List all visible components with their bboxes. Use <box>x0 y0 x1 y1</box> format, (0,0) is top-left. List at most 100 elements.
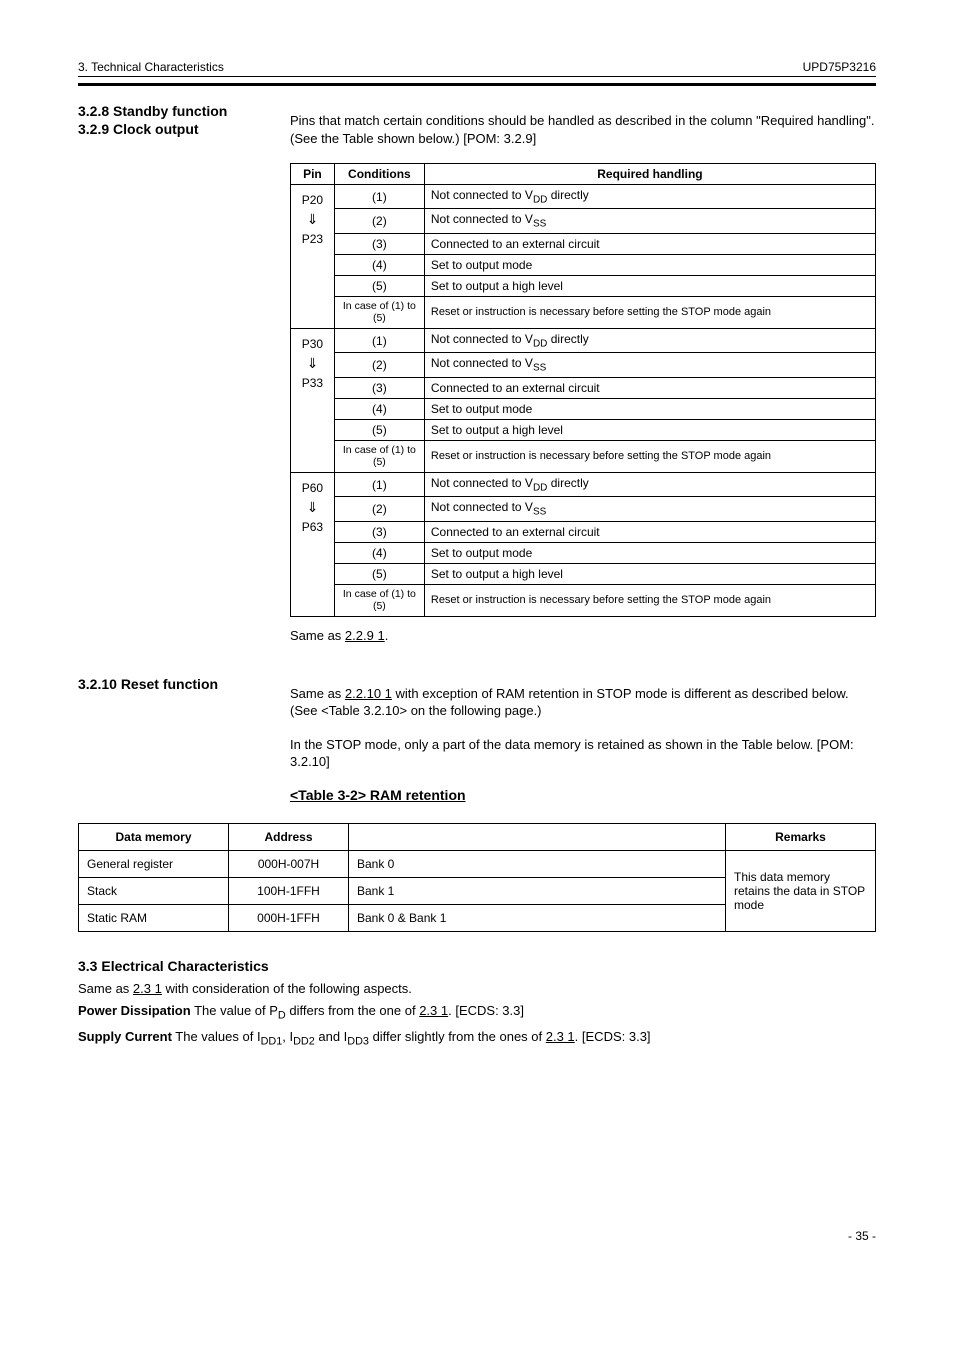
t2-h3: Remarks <box>726 823 876 850</box>
req-cell: Connected to an external circuit <box>424 377 875 398</box>
cond-cell: (3) <box>334 233 424 254</box>
t2-h0: Data memory <box>79 823 229 850</box>
req-cell: Set to output mode <box>424 398 875 419</box>
side-title-standby: 3.2.8 Standby function <box>78 102 268 120</box>
req-cell: Not connected to VDD directly <box>424 329 875 353</box>
cond-cell: (1) <box>334 185 424 209</box>
reset-para-2: In the STOP mode, only a part of the dat… <box>290 736 876 771</box>
clock-ref: 2.2.9 1 <box>345 628 385 643</box>
page-number: - 35 - <box>78 1229 876 1243</box>
cond-cell: In case of (1) to (5) <box>334 296 424 328</box>
req-cell: Not connected to VSS <box>424 209 875 233</box>
table-row: General register 000H-007H Bank 0 This d… <box>79 850 876 877</box>
cond-cell: (4) <box>334 542 424 563</box>
sec33-idd: Supply Current The values of IDD1, IDD2 … <box>78 1028 876 1050</box>
req-cell: Set to output a high level <box>424 275 875 296</box>
req-cell: Reset or instruction is necessary before… <box>424 296 875 328</box>
table-row: In case of (1) to (5)Reset or instructio… <box>291 440 876 472</box>
t1-head-cond: Conditions <box>334 164 424 185</box>
table-row: In case of (1) to (5)Reset or instructio… <box>291 296 876 328</box>
table-row: (2)Not connected to VSS <box>291 353 876 377</box>
pin-group-cell: P60⇓P63 <box>291 473 335 617</box>
req-cell: Set to output mode <box>424 254 875 275</box>
cond-cell: (2) <box>334 353 424 377</box>
ram-retention-table: Data memory Address Remarks General regi… <box>78 823 876 932</box>
cond-cell: (5) <box>334 563 424 584</box>
req-cell: Set to output a high level <box>424 563 875 584</box>
t2-c: Bank 0 & Bank 1 <box>349 904 726 931</box>
reset-para-1: Same as 2.2.10 1 with exception of RAM r… <box>290 685 876 720</box>
table-row: (4)Set to output mode <box>291 254 876 275</box>
t2-c: Bank 1 <box>349 877 726 904</box>
cond-cell: (4) <box>334 254 424 275</box>
standby-note: Pins that match certain conditions shoul… <box>290 112 876 147</box>
t2-c: 100H-1FFH <box>229 877 349 904</box>
req-cell: Connected to an external circuit <box>424 521 875 542</box>
ram-table-title: <Table 3-2> RAM retention <box>290 787 876 803</box>
t2-h1: Address <box>229 823 349 850</box>
pin-group-cell: P30⇓P33 <box>291 329 335 473</box>
t2-c: 000H-007H <box>229 850 349 877</box>
sec33-pd: Power Dissipation The value of PD differ… <box>78 1002 876 1024</box>
table-row: (5)Set to output a high level <box>291 563 876 584</box>
req-cell: Reset or instruction is necessary before… <box>424 440 875 472</box>
cond-cell: (3) <box>334 521 424 542</box>
t2-c: Bank 0 <box>349 850 726 877</box>
idd-label: Supply Current <box>78 1029 172 1044</box>
cond-cell: (2) <box>334 497 424 521</box>
side-title-clock: 3.2.9 Clock output <box>78 120 268 138</box>
table-row: (2)Not connected to VSS <box>291 209 876 233</box>
cond-cell: (2) <box>334 209 424 233</box>
t2-c: Static RAM <box>79 904 229 931</box>
clock-output-para: Same as 2.2.9 1. <box>290 627 876 645</box>
t2-c: Stack <box>79 877 229 904</box>
req-cell: Not connected to VDD directly <box>424 473 875 497</box>
req-cell: Not connected to VDD directly <box>424 185 875 209</box>
table-row: (5)Set to output a high level <box>291 275 876 296</box>
req-cell: Set to output mode <box>424 542 875 563</box>
table-row: (2)Not connected to VSS <box>291 497 876 521</box>
t1-head-req: Required handling <box>424 164 875 185</box>
side-title-reset: 3.2.10 Reset function <box>78 675 268 693</box>
t2-h2 <box>349 823 726 850</box>
req-cell: Not connected to VSS <box>424 497 875 521</box>
table-row: (4)Set to output mode <box>291 398 876 419</box>
table-row: (3)Connected to an external circuit <box>291 377 876 398</box>
table-row: (3)Connected to an external circuit <box>291 233 876 254</box>
reset-ref: 2.2.10 1 <box>345 686 392 701</box>
cond-cell: (3) <box>334 377 424 398</box>
table-row: P30⇓P33(1)Not connected to VDD directly <box>291 329 876 353</box>
header-device: UPD75P3216 <box>803 60 876 74</box>
t2-remarks: This data memory retains the data in STO… <box>726 850 876 931</box>
cond-cell: (1) <box>334 473 424 497</box>
sec33-body: Same as 2.3 1 with consideration of the … <box>78 980 876 998</box>
cond-cell: (4) <box>334 398 424 419</box>
sec33-ref: 2.3 1 <box>133 981 162 996</box>
t1-head-pin: Pin <box>291 164 335 185</box>
cond-cell: (5) <box>334 275 424 296</box>
req-cell: Reset or instruction is necessary before… <box>424 584 875 616</box>
table-row: (4)Set to output mode <box>291 542 876 563</box>
req-cell: Not connected to VSS <box>424 353 875 377</box>
header-section: 3. Technical Characteristics <box>78 60 224 74</box>
table-row: P60⇓P63(1)Not connected to VDD directly <box>291 473 876 497</box>
cond-cell: In case of (1) to (5) <box>334 584 424 616</box>
t2-c: General register <box>79 850 229 877</box>
cond-cell: (5) <box>334 419 424 440</box>
sec33-title: 3.3 Electrical Characteristics <box>78 958 876 974</box>
req-cell: Connected to an external circuit <box>424 233 875 254</box>
header-rule <box>78 83 876 86</box>
pin-group-cell: P20⇓P23 <box>291 185 335 329</box>
pd-label: Power Dissipation <box>78 1003 191 1018</box>
req-cell: Set to output a high level <box>424 419 875 440</box>
table-row: In case of (1) to (5)Reset or instructio… <box>291 584 876 616</box>
page-header: 3. Technical Characteristics UPD75P3216 <box>78 60 876 77</box>
table-row: (5)Set to output a high level <box>291 419 876 440</box>
t2-c: 000H-1FFH <box>229 904 349 931</box>
table-row: (3)Connected to an external circuit <box>291 521 876 542</box>
pin-handling-table: Pin Conditions Required handling P20⇓P23… <box>290 163 876 617</box>
cond-cell: (1) <box>334 329 424 353</box>
t-same: Same as <box>290 628 345 643</box>
table-row: P20⇓P23(1)Not connected to VDD directly <box>291 185 876 209</box>
cond-cell: In case of (1) to (5) <box>334 440 424 472</box>
